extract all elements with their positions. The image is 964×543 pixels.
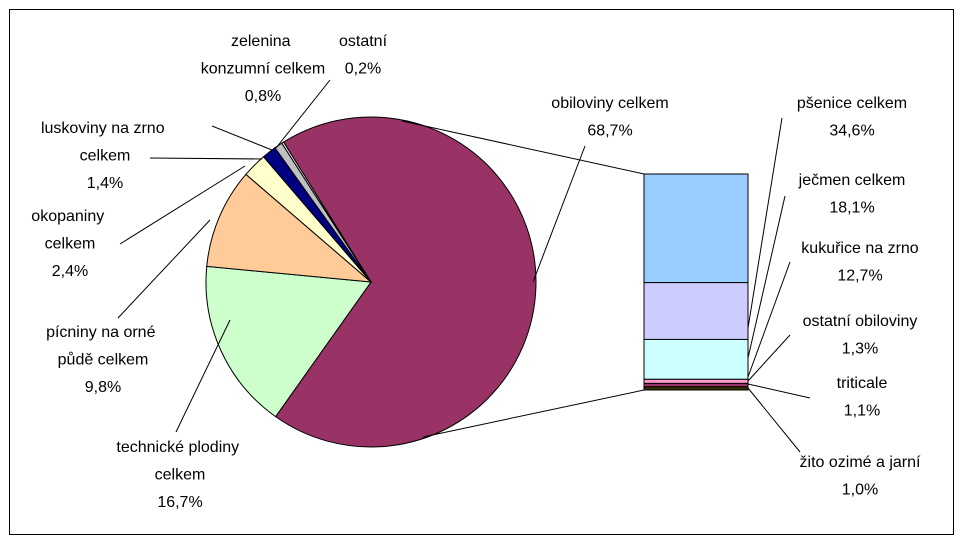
leader-line [747,383,811,399]
pie-label-line: pícniny na orné [46,324,160,341]
pie-label-value: 0,8% [245,88,281,105]
bar-segment [643,173,749,284]
pie-label-line: celkem [155,467,206,484]
bar-label-name: ječmen celkem [798,172,906,189]
pie-label-value: 16,7% [157,494,202,511]
leader-line [275,79,331,149]
pie-label-name: ostatní [339,33,388,50]
pie-label-name: zelenina konzumní celkem [201,33,326,78]
pie-slice [281,141,372,283]
bar-segment [643,282,749,340]
bar-label-value: 34,6% [829,123,874,140]
pie-label-line: konzumní celkem [201,61,326,78]
bar-label-name: žito ozimé a jarní [800,454,921,471]
pie-slice [206,173,373,283]
leader-line [747,195,786,359]
bar-label-value: 18,1% [829,200,874,217]
pie-label-line: zelenina [231,33,295,50]
pie-label-line: celkem [80,148,131,165]
bar-label-line: ječmen celkem [798,172,906,189]
bar-label-line: triticale [837,375,888,392]
bar-label-name: kukuřice na zrno [801,240,918,257]
leader-line [175,319,231,433]
pie-label-name: pícniny na orné půdě celkem [46,324,160,369]
bar-label-name: pšenice celkem [797,95,907,112]
leader-line [532,145,586,283]
leader-line [747,334,791,382]
pie-label-line: okopaniny [31,208,108,225]
pie-label-name: obiloviny celkem [551,95,668,112]
leader-line [211,125,273,151]
bar-segment [643,382,749,388]
pie-label-name: luskoviny na zrno celkem [41,120,169,165]
pie-label-value: 0,2% [345,61,381,78]
pie-label-value: 68,7% [587,123,632,140]
leader-line [747,117,783,329]
bar-label-line: ostatní obiloviny [803,313,918,330]
bar-label-value: 1,0% [842,482,878,499]
pie-label-line: technické plodiny [116,439,243,456]
pie-label-value: 9,8% [85,379,121,396]
pie-label-name: okopaniny celkem [31,208,108,253]
bar-segment [643,386,749,391]
bar-label-value: 1,1% [844,403,880,420]
bar-segment [643,378,749,384]
leader-line [149,157,263,160]
leader-line [747,387,801,453]
bar-label-line: žito ozimé a jarní [800,454,921,471]
pie-label-value: 1,4% [87,175,123,192]
pie-slice [205,265,372,418]
pie-label-line: obiloviny celkem [551,95,668,112]
bar-label-name: triticale [837,375,888,392]
bar-segment [643,338,749,380]
leader-line [117,219,211,319]
pie-label-line: luskoviny na zrno [41,120,169,137]
bar-label-value: 12,7% [837,268,882,285]
pie-label-value: 2,4% [52,263,88,280]
bar-label-name: ostatní obiloviny [803,313,918,330]
leader-line [747,261,791,378]
connector-line [401,120,645,175]
connector-line [422,389,645,438]
bar-label-value: 1,3% [842,341,878,358]
leader-line [119,165,246,245]
pie-label-line: půdě celkem [58,351,149,369]
pie-slice [274,116,537,448]
bar-label-line: kukuřice na zrno [801,240,918,257]
pie-label-line: ostatní [339,33,388,50]
pie-label-line: celkem [45,236,96,253]
bar-label-line: pšenice celkem [797,95,907,112]
pie-label-name: technické plodiny celkem [116,439,243,484]
